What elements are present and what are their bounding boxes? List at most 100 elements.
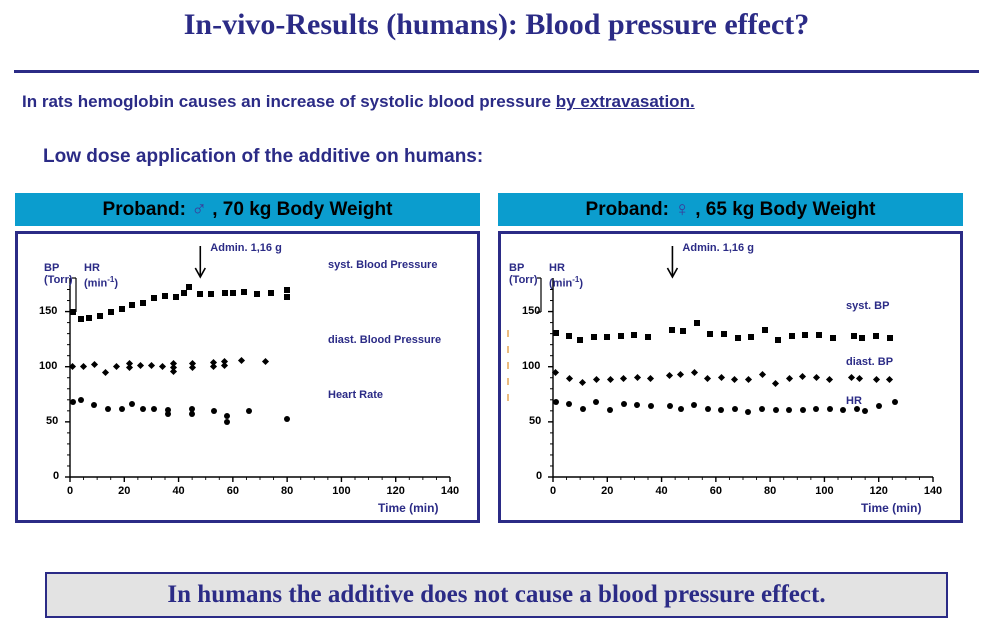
x-tick-120: 120 xyxy=(386,485,405,497)
data-point-circle xyxy=(246,407,253,414)
data-point-circle xyxy=(579,405,586,412)
chart-female: BP (Torr) HR (min-1) 0 50 100 150 0 20 40 60 80 100 12… xyxy=(498,231,963,523)
data-point-circle xyxy=(164,406,171,413)
y-axis-label-bp: BP (Torr) xyxy=(509,262,538,286)
scan-artifact-mark xyxy=(507,362,509,369)
data-point-square xyxy=(886,335,893,342)
series-label-0: syst. Blood Pressure xyxy=(328,259,438,271)
axes-svg xyxy=(537,246,934,482)
data-point-square xyxy=(734,335,741,342)
data-point-square xyxy=(802,331,809,338)
data-point-square xyxy=(96,312,103,319)
x-tick-120: 120 xyxy=(869,485,888,497)
data-point-circle xyxy=(854,405,860,412)
data-point-square xyxy=(829,335,836,342)
x-tick-20: 20 xyxy=(118,485,131,497)
subtitle-lowdose: Low dose application of the additive on … xyxy=(43,146,484,167)
data-point-square xyxy=(284,294,291,301)
panel-header-female-suffix: , 65 kg Body Weight xyxy=(695,198,876,220)
panel-header-male-suffix: , 70 kg Body Weight xyxy=(212,198,393,220)
data-point-square xyxy=(221,289,228,296)
data-point-square xyxy=(873,332,879,339)
data-point-circle xyxy=(786,406,793,413)
x-axis-label: Time (min) xyxy=(861,501,922,515)
y-tick-150: 150 xyxy=(522,304,541,317)
data-point-square xyxy=(707,330,714,337)
data-point-circle xyxy=(224,418,231,425)
plot-area-female: BP (Torr) HR (min-1) 0 50 100 150 0 20 40 60 80 100 12… xyxy=(501,234,960,520)
data-point-circle xyxy=(77,396,84,403)
x-tick-100: 100 xyxy=(332,485,351,497)
data-point-circle xyxy=(759,405,765,412)
data-point-circle xyxy=(607,406,613,413)
data-point-circle xyxy=(677,405,684,412)
data-point-square xyxy=(604,333,611,340)
x-tick-100: 100 xyxy=(815,485,834,497)
panel-proband-male: Proband: ♂ , 70 kg Body Weight BP (Torr) H… xyxy=(15,193,480,523)
conclusion-box: In humans the additive does not cause a … xyxy=(45,572,948,618)
x-tick-40: 40 xyxy=(172,485,185,497)
data-point-square xyxy=(645,333,651,340)
panel-header-female-prefix: Proband: xyxy=(585,198,669,220)
data-point-square xyxy=(775,337,782,344)
data-point-square xyxy=(748,333,755,340)
data-point-square xyxy=(129,301,136,308)
data-point-circle xyxy=(892,399,898,405)
data-point-square xyxy=(107,308,114,315)
data-point-circle xyxy=(91,402,98,409)
page-title: In-vivo-Results (humans): Blood pressure… xyxy=(183,8,810,41)
series-label-1: diast. Blood Pressure xyxy=(328,334,442,346)
data-point-circle xyxy=(164,411,171,418)
data-point-square xyxy=(172,294,179,301)
y-tick-100: 100 xyxy=(39,359,58,372)
data-point-circle xyxy=(745,408,752,415)
x-tick-60: 60 xyxy=(709,485,722,497)
data-point-circle xyxy=(731,405,738,412)
data-point-square xyxy=(284,286,291,293)
y-axis-label-hr: HR (min-1) xyxy=(84,262,119,290)
y-axis-label-bp: BP (Torr) xyxy=(44,262,73,286)
data-point-square xyxy=(118,306,125,313)
y-tick-0: 0 xyxy=(53,470,60,482)
series-label-2: HR xyxy=(846,395,862,407)
x-tick-40: 40 xyxy=(655,485,668,497)
data-point-circle xyxy=(552,399,559,405)
data-point-circle xyxy=(862,407,869,414)
y-axis-label-hr: HR (min-1) xyxy=(549,262,584,290)
data-point-circle xyxy=(593,399,600,405)
data-point-circle xyxy=(620,401,627,408)
data-point-circle xyxy=(69,399,76,405)
data-point-circle xyxy=(840,406,847,413)
data-point-square xyxy=(680,328,687,335)
x-axis-label: Time (min) xyxy=(378,501,439,515)
scan-artifact-mark xyxy=(507,378,509,385)
data-point-circle xyxy=(224,413,231,420)
female-symbol-icon: ♀ xyxy=(674,197,690,221)
data-point-square xyxy=(577,337,584,344)
data-point-square xyxy=(566,332,573,339)
data-point-square xyxy=(86,315,92,322)
admin-arrow-icon xyxy=(194,246,206,279)
data-point-square xyxy=(254,290,261,297)
data-point-circle xyxy=(718,406,725,413)
data-point-square xyxy=(859,335,866,342)
data-point-circle xyxy=(666,403,673,410)
title-divider xyxy=(14,70,979,73)
panel-header-male: Proband: ♂ , 70 kg Body Weight xyxy=(15,193,480,226)
subtitle-rats: In rats hemoglobin causes an increase of… xyxy=(22,92,695,112)
data-point-circle xyxy=(691,402,698,409)
data-point-circle xyxy=(566,401,573,408)
scan-artifact-mark xyxy=(507,330,509,337)
data-point-square xyxy=(267,289,274,296)
series-label-1: diast. BP xyxy=(846,356,894,368)
data-point-square xyxy=(721,330,727,337)
data-point-circle xyxy=(129,401,136,408)
data-point-circle xyxy=(875,403,882,410)
data-point-square xyxy=(197,290,204,297)
data-point-square xyxy=(552,329,559,336)
data-point-square xyxy=(761,327,768,334)
panel-header-male-prefix: Proband: xyxy=(102,198,186,220)
data-point-circle xyxy=(105,405,111,412)
data-point-circle xyxy=(826,405,833,412)
conclusion-text: In humans the additive does not cause a … xyxy=(167,581,826,608)
